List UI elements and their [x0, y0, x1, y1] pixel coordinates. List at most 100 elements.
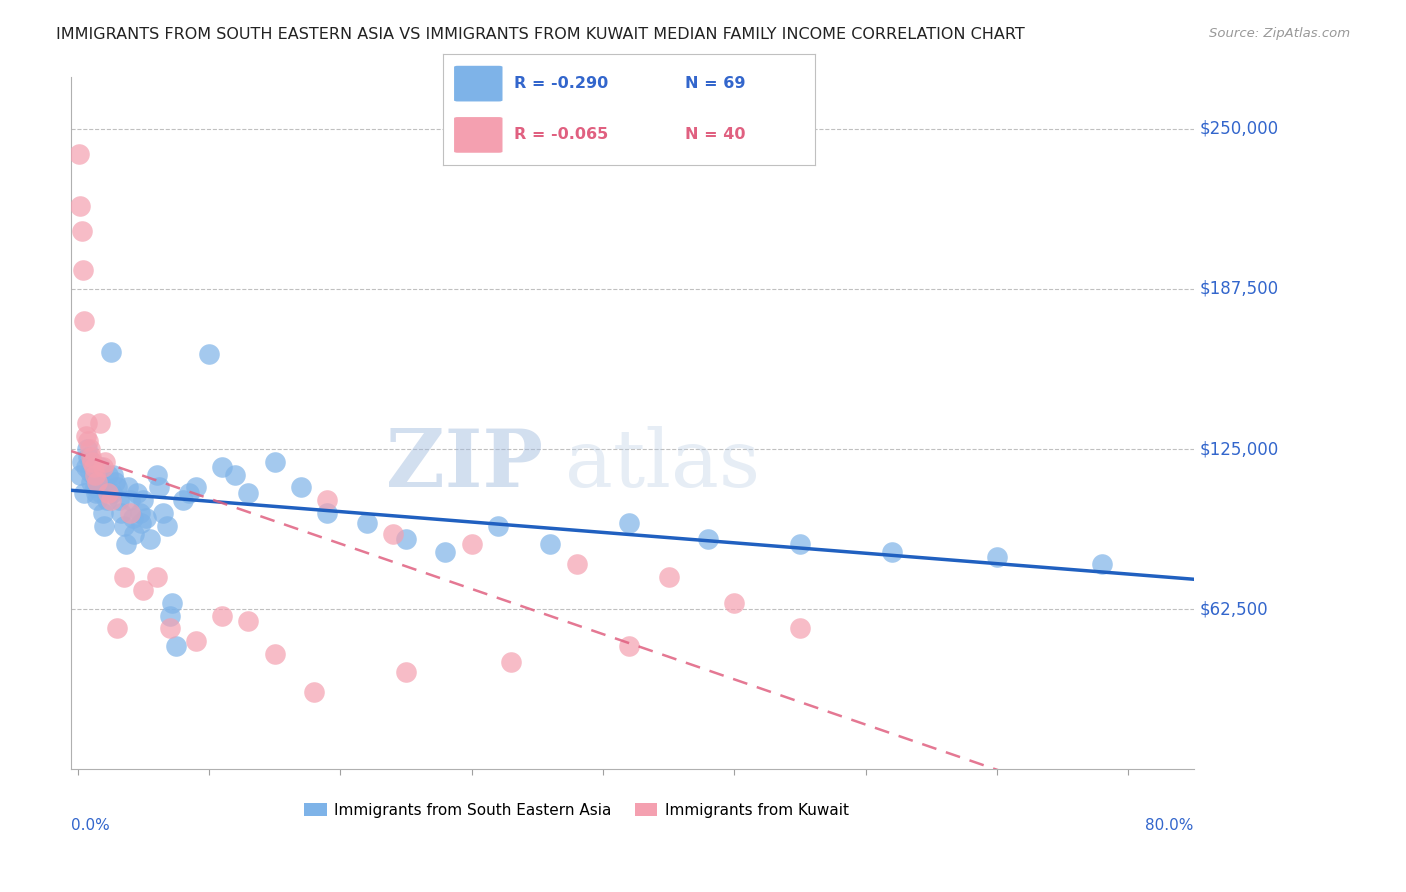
Point: [211, 459, 233, 474]
Point: [70, 455, 93, 469]
Point: [94, 480, 117, 494]
Text: 0.0%: 0.0%: [72, 818, 110, 833]
Point: [132, 493, 155, 508]
Point: [110, 506, 132, 520]
Point: [112, 570, 135, 584]
Point: [128, 506, 150, 520]
Point: [96, 493, 118, 508]
Point: [658, 570, 681, 584]
Point: [238, 485, 260, 500]
Point: [73, 485, 96, 500]
Point: [356, 516, 378, 531]
Point: [460, 537, 482, 551]
Point: [82, 455, 104, 469]
Point: [179, 485, 201, 500]
Text: $187,500: $187,500: [1199, 280, 1278, 298]
Point: [115, 537, 138, 551]
Point: [302, 685, 325, 699]
Point: [97, 485, 120, 500]
Point: [86, 493, 108, 508]
Point: [697, 532, 720, 546]
Text: N = 69: N = 69: [685, 76, 745, 91]
Point: [198, 347, 221, 361]
Point: [86, 475, 108, 490]
Point: [290, 480, 312, 494]
Point: [69, 198, 91, 212]
Text: atlas: atlas: [565, 425, 761, 504]
Point: [501, 655, 523, 669]
Point: [69, 467, 91, 482]
Point: [105, 621, 128, 635]
Point: [434, 544, 457, 558]
Point: [112, 519, 135, 533]
Text: 80.0%: 80.0%: [1146, 818, 1194, 833]
Point: [79, 442, 101, 456]
Point: [129, 516, 152, 531]
Point: [89, 459, 111, 474]
Point: [184, 480, 207, 494]
Point: [165, 640, 187, 654]
Text: Source: ZipAtlas.com: Source: ZipAtlas.com: [1209, 27, 1350, 40]
Point: [93, 519, 115, 533]
Point: [540, 537, 562, 551]
Point: [67, 147, 90, 161]
Point: [1091, 558, 1114, 572]
Text: ZIP: ZIP: [385, 425, 543, 504]
FancyBboxPatch shape: [454, 117, 502, 153]
Point: [619, 640, 641, 654]
Point: [84, 485, 107, 500]
Point: [159, 621, 181, 635]
Text: R = -0.290: R = -0.290: [513, 76, 607, 91]
Point: [82, 458, 104, 472]
Point: [73, 314, 96, 328]
Text: $250,000: $250,000: [1199, 120, 1278, 137]
Point: [148, 480, 170, 494]
Point: [103, 475, 125, 490]
Point: [986, 549, 1008, 564]
Point: [238, 614, 260, 628]
Point: [80, 475, 103, 490]
Point: [619, 516, 641, 531]
Point: [76, 417, 98, 431]
Point: [565, 558, 588, 572]
Point: [316, 493, 339, 508]
Point: [90, 485, 112, 500]
Point: [75, 429, 97, 443]
Point: [87, 475, 110, 490]
Point: [103, 467, 125, 482]
Point: [224, 467, 246, 482]
Point: [316, 506, 339, 520]
Point: [122, 526, 145, 541]
Text: N = 40: N = 40: [685, 128, 745, 143]
Text: $62,500: $62,500: [1199, 600, 1268, 618]
Point: [172, 493, 194, 508]
Point: [184, 634, 207, 648]
Point: [91, 506, 114, 520]
Point: [70, 224, 93, 238]
Text: $125,000: $125,000: [1199, 440, 1278, 458]
Point: [156, 519, 179, 533]
Point: [101, 485, 124, 500]
Point: [91, 459, 114, 474]
Point: [100, 493, 122, 508]
Point: [97, 467, 120, 482]
Point: [263, 455, 285, 469]
Point: [132, 582, 155, 597]
Point: [381, 526, 404, 541]
Point: [263, 647, 285, 661]
Point: [75, 459, 97, 474]
FancyBboxPatch shape: [454, 66, 502, 102]
Point: [79, 465, 101, 479]
Legend: Immigrants from South Eastern Asia, Immigrants from Kuwait: Immigrants from South Eastern Asia, Immi…: [298, 797, 855, 824]
Point: [723, 596, 745, 610]
Point: [89, 417, 111, 431]
Point: [211, 608, 233, 623]
Text: IMMIGRANTS FROM SOUTH EASTERN ASIA VS IMMIGRANTS FROM KUWAIT MEDIAN FAMILY INCOM: IMMIGRANTS FROM SOUTH EASTERN ASIA VS IM…: [56, 27, 1025, 42]
Point: [100, 344, 122, 359]
Point: [789, 621, 811, 635]
Point: [83, 480, 105, 494]
Point: [120, 506, 142, 520]
Point: [77, 434, 100, 449]
Point: [125, 485, 148, 500]
Point: [139, 532, 162, 546]
